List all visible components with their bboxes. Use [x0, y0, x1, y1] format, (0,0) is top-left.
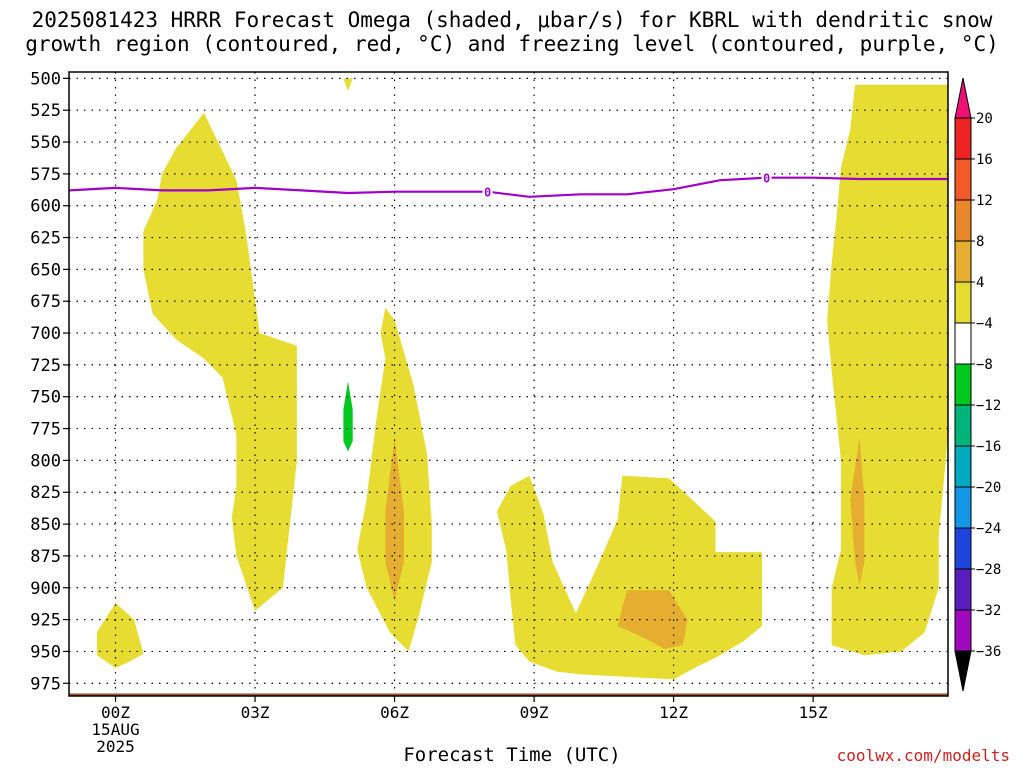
colorbar-box-6	[954, 363, 972, 406]
y-tick-label-775: 775	[30, 420, 61, 440]
plot-frame	[68, 71, 949, 697]
colorbar-box-9	[954, 486, 972, 529]
x-tick-label-03Z: 03Z	[241, 703, 270, 722]
x-axis-title: Forecast Time (UTC)	[403, 744, 621, 766]
colorbar-box-3	[954, 240, 972, 283]
freezing-level-label-1: 0	[763, 172, 770, 186]
colorbar-box-11	[954, 568, 972, 611]
x-tick-sublabel-date: 15AUG	[91, 720, 139, 739]
omega-region-0	[343, 78, 353, 92]
y-tick-label-825: 825	[30, 483, 61, 503]
x-tick-label-00Z: 00Z	[101, 703, 130, 722]
y-tick-label-750: 750	[30, 388, 61, 408]
y-tick-label-600: 600	[30, 197, 61, 217]
colorbar-label-1: 16	[976, 152, 993, 168]
y-tick-label-500: 500	[30, 69, 61, 89]
colorbar-label-9: −20	[976, 480, 1001, 496]
y-tick-label-675: 675	[30, 292, 61, 312]
x-tick-label-06Z: 06Z	[380, 703, 409, 722]
colorbar-box-0	[954, 117, 972, 160]
y-tick-label-975: 975	[30, 674, 61, 694]
y-tick-label-700: 700	[30, 324, 61, 344]
colorbar-label-5: −4	[976, 316, 993, 332]
omega-region-4	[496, 475, 762, 680]
colorbar-box-8	[954, 445, 972, 488]
colorbar-box-10	[954, 527, 972, 570]
omega-region-7	[617, 590, 688, 649]
x-tick-label-12Z: 12Z	[659, 703, 688, 722]
colorbar-label-2: 12	[976, 193, 993, 209]
omega-region-6	[385, 437, 404, 601]
colorbar-box-12	[954, 609, 972, 652]
y-tick-label-800: 800	[30, 451, 61, 471]
chart-title-line-1: 2025081423 HRRR Forecast Omega (shaded, …	[31, 8, 993, 32]
y-tick-label-550: 550	[30, 133, 61, 153]
ground-surface	[69, 693, 948, 696]
freezing-level-label-bg-1	[761, 169, 772, 185]
colorbar-box-2	[954, 199, 972, 242]
x-tick-label-15Z: 15Z	[799, 703, 828, 722]
y-tick-label-900: 900	[30, 579, 61, 599]
y-tick-label-725: 725	[30, 356, 61, 376]
omega-region-9	[343, 381, 353, 452]
chart-title-line-2: growth region (contoured, red, °C) and f…	[25, 32, 999, 56]
colorbar-box-4	[954, 281, 972, 324]
y-tick-label-850: 850	[30, 515, 61, 535]
colorbar-bottom-arrow	[954, 650, 972, 692]
colorbar-label-12: −32	[976, 603, 1001, 619]
x-tick-sublabel-year: 2025	[96, 737, 135, 756]
colorbar-label-0: 20	[976, 111, 993, 127]
colorbar-box-5	[954, 322, 972, 365]
colorbar-label-10: −24	[976, 521, 1001, 537]
credit-link[interactable]: coolwx.com/modelts	[836, 746, 1010, 765]
y-tick-label-925: 925	[30, 611, 61, 631]
y-tick-label-875: 875	[30, 547, 61, 567]
colorbar-box-7	[954, 404, 972, 447]
x-tick-label-09Z: 09Z	[520, 703, 549, 722]
colorbar-label-3: 8	[976, 234, 984, 250]
colorbar-label-7: −12	[976, 398, 1001, 414]
y-tick-label-625: 625	[30, 229, 61, 249]
colorbar-label-8: −16	[976, 439, 1001, 455]
y-tick-label-650: 650	[30, 260, 61, 280]
freezing-level-label-bg-0	[482, 183, 493, 199]
colorbar-label-11: −28	[976, 562, 1001, 578]
colorbar-label-4: 4	[976, 275, 984, 291]
y-tick-label-575: 575	[30, 165, 61, 185]
colorbar-box-1	[954, 158, 972, 201]
colorbar-label-13: −36	[976, 644, 1001, 660]
colorbar-top-arrow	[954, 77, 972, 119]
omega-region-5	[827, 84, 948, 656]
omega-region-2	[96, 603, 144, 668]
y-tick-label-525: 525	[30, 101, 61, 121]
y-tick-label-950: 950	[30, 642, 61, 662]
omega-region-8	[850, 437, 865, 586]
colorbar-label-6: −8	[976, 357, 993, 373]
freezing-level-label-0: 0	[484, 186, 491, 200]
